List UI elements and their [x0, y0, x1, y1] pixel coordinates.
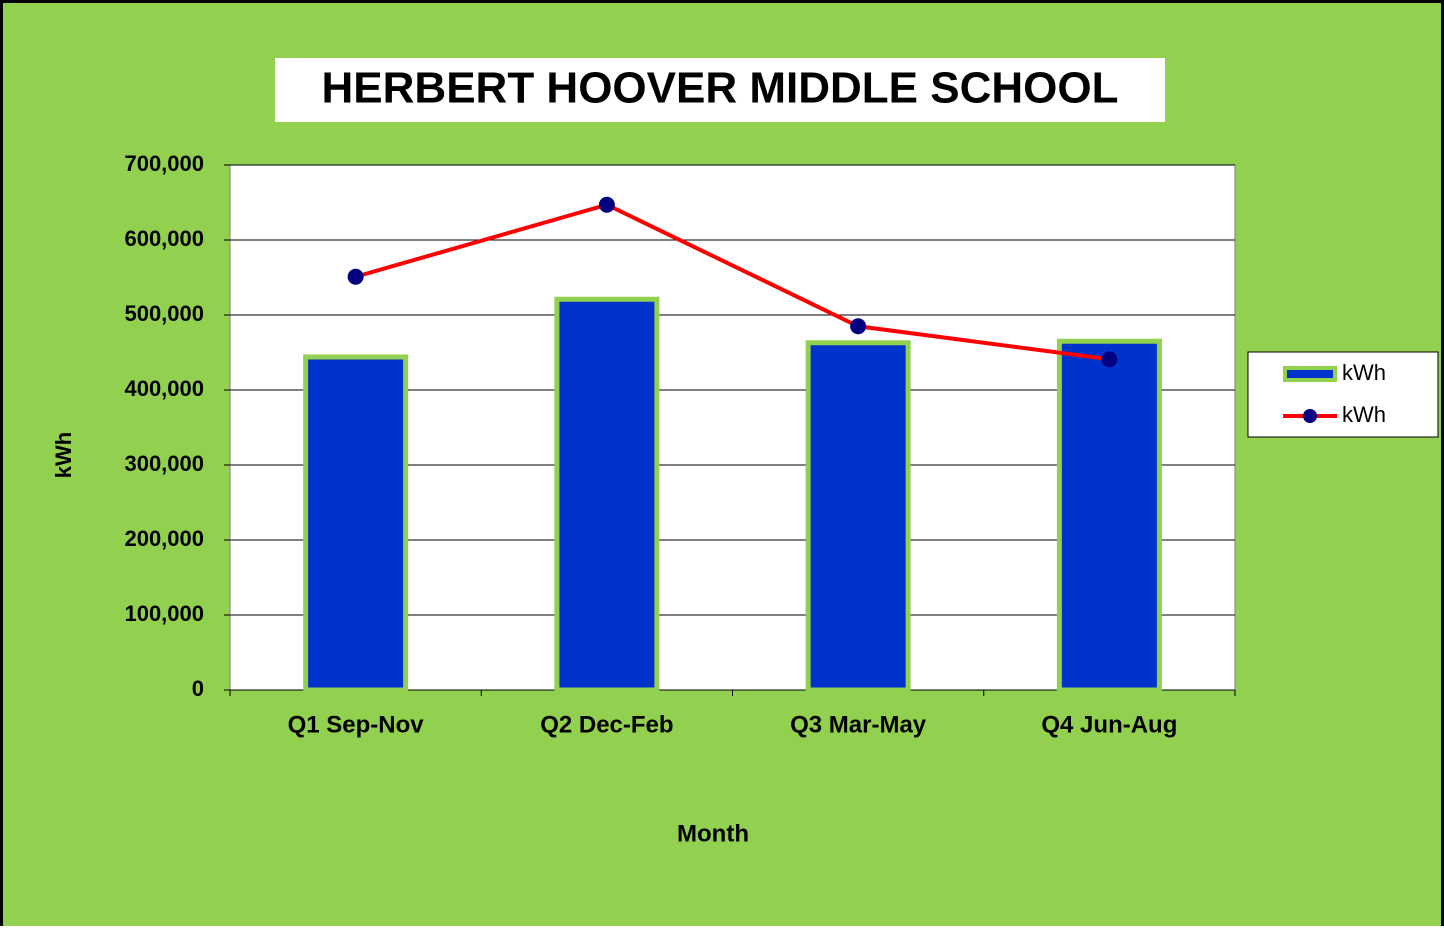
- legend-label: kWh: [1342, 402, 1386, 427]
- y-tick-label: 300,000: [124, 451, 204, 476]
- bar: [1056, 338, 1162, 693]
- y-tick-label: 400,000: [124, 376, 204, 401]
- x-tick-label: Q2 Dec-Feb: [540, 711, 673, 738]
- y-tick-label: 100,000: [124, 601, 204, 626]
- marker: [347, 268, 364, 285]
- bar: [554, 296, 660, 693]
- legend: [1247, 351, 1439, 438]
- marker: [850, 318, 867, 335]
- y-axis-label: kWh: [51, 432, 76, 478]
- bar: [303, 354, 409, 693]
- marker: [598, 196, 615, 213]
- y-tick-label: 0: [192, 676, 204, 701]
- x-axis-label: Month: [677, 820, 749, 847]
- y-tick-label: 500,000: [124, 301, 204, 326]
- y-tick-label: 200,000: [124, 526, 204, 551]
- chart-title: HERBERT HOOVER MIDDLE SCHOOL: [322, 64, 1119, 113]
- legend-swatch: [1283, 366, 1337, 382]
- line: [355, 202, 1110, 362]
- legend-label: kWh: [1342, 360, 1386, 385]
- x-tick-label: Q3 Mar-May: [790, 711, 927, 738]
- x-tick-label: Q4 Jun-Aug: [1041, 711, 1177, 738]
- x-tick-label: Q1 Sep-Nov: [288, 711, 425, 738]
- marker: [1101, 351, 1118, 368]
- y-tick-label: 700,000: [124, 151, 204, 176]
- title-box: [275, 58, 1165, 122]
- bar: [805, 340, 911, 693]
- y-tick-label: 600,000: [124, 226, 204, 251]
- legend-marker: [1303, 409, 1317, 423]
